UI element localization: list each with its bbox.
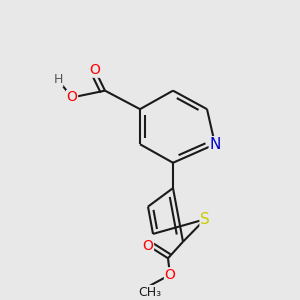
Text: N: N [209,137,221,152]
Text: H: H [53,74,63,86]
Text: O: O [67,91,77,104]
Text: O: O [165,268,176,282]
Text: S: S [200,212,210,227]
Text: O: O [90,63,101,77]
Text: O: O [142,238,153,253]
Text: CH₃: CH₃ [138,286,162,298]
